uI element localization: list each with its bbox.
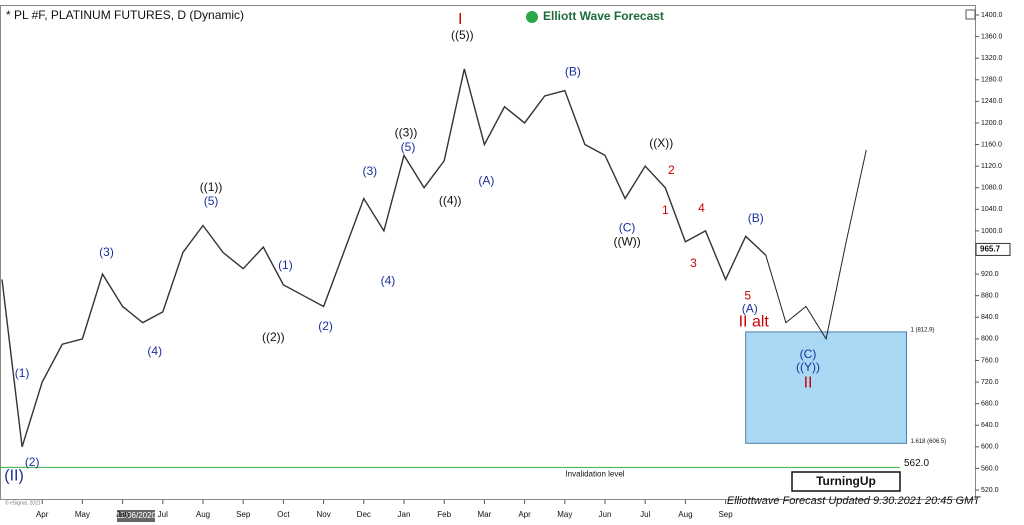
wave-label: (A) xyxy=(478,173,494,187)
y-tick-label: 880.0 xyxy=(981,293,999,300)
wave-label: (2) xyxy=(25,455,40,469)
logo-icon xyxy=(526,11,538,23)
wave-label: (A) xyxy=(742,301,758,315)
price-line xyxy=(765,149,867,341)
x-tick-label: Aug xyxy=(196,510,210,519)
wave-label: (5) xyxy=(204,194,219,208)
wave-label: ((4)) xyxy=(439,193,462,207)
chart-title: * PL #F, PLATINUM FUTURES, D (Dynamic) xyxy=(6,8,244,22)
wave-label: ((X)) xyxy=(649,136,673,150)
invalidation-label: Invalidation level xyxy=(565,469,624,478)
y-tick-label: 1400.0 xyxy=(981,12,1003,19)
x-tick-label: Oct xyxy=(277,510,290,519)
footer: Elliottwave Forecast Updated 9.30.2021 2… xyxy=(727,495,981,507)
y-tick-label: 1040.0 xyxy=(981,206,1003,213)
last-price: 965.7 xyxy=(980,245,1001,254)
badge: TurningUp xyxy=(816,474,876,488)
wave-label: (C) xyxy=(800,347,817,361)
x-tick-label: May xyxy=(75,510,90,519)
wave-label: (1) xyxy=(278,258,293,272)
y-tick-label: 640.0 xyxy=(981,422,999,429)
wave-label: (4) xyxy=(381,273,396,287)
target-box xyxy=(745,331,908,444)
wave-label: II xyxy=(804,374,813,391)
wave-label: (1) xyxy=(15,366,30,380)
y-tick-label: 1320.0 xyxy=(981,55,1003,62)
wave-label: (3) xyxy=(362,164,377,178)
y-tick-label: 560.0 xyxy=(981,465,999,472)
copyright: © eSignal, 2021 xyxy=(5,499,41,506)
y-tick-label: 720.0 xyxy=(981,379,999,386)
cursor-date-box xyxy=(117,510,155,522)
wave-label: (5) xyxy=(401,140,416,154)
x-tick-label: Jun xyxy=(599,510,612,519)
y-tick-label: 1280.0 xyxy=(981,77,1003,84)
y-tick-label: 760.0 xyxy=(981,357,999,364)
y-tick-label: 1000.0 xyxy=(981,228,1003,235)
wave-label: ((Y)) xyxy=(796,360,820,374)
x-tick-label: Jul xyxy=(158,510,168,519)
wave-label: (B) xyxy=(565,64,581,78)
wave-label: (II) xyxy=(4,468,24,485)
y-tick-label: 1200.0 xyxy=(981,120,1003,127)
wave-label: I xyxy=(458,11,462,28)
wave-label: 2 xyxy=(668,163,675,177)
wave-label: (C) xyxy=(619,220,636,234)
x-tick-label: Apr xyxy=(36,510,49,519)
cursor-date: 12/06/2020 xyxy=(116,511,157,520)
y-tick-label: 600.0 xyxy=(981,444,999,451)
x-tick-label: Apr xyxy=(518,510,531,519)
wave-label: 3 xyxy=(690,256,697,270)
y-tick-label: 840.0 xyxy=(981,314,999,321)
wave-label: ((3)) xyxy=(395,125,418,139)
x-tick-label: Jul xyxy=(640,510,650,519)
x-tick-label: Sep xyxy=(236,510,251,519)
wave-label: ((1)) xyxy=(200,180,223,194)
badge-box xyxy=(791,471,901,492)
y-tick-label: 800.0 xyxy=(981,336,999,343)
wave-label: ((5)) xyxy=(451,28,474,42)
wave-label: 5 xyxy=(744,288,751,302)
price-line xyxy=(1,68,767,448)
x-tick-label: Dec xyxy=(357,510,371,519)
y-tick-label: 1240.0 xyxy=(981,98,1003,105)
last-price-box xyxy=(975,242,1011,256)
wave-label: 4 xyxy=(698,201,705,215)
wave-label: ((2)) xyxy=(262,330,285,344)
wave-label: (4) xyxy=(147,344,162,358)
x-tick-label: Jan xyxy=(398,510,411,519)
target-top-label: 1 (812.9) xyxy=(911,327,935,333)
brand: Elliott Wave Forecast xyxy=(543,9,664,23)
y-tick-label: 920.0 xyxy=(981,271,999,278)
y-tick-label: 680.0 xyxy=(981,400,999,407)
wave-label: (2) xyxy=(318,319,333,333)
x-tick-label: Mar xyxy=(478,510,492,519)
x-tick-label: May xyxy=(557,510,572,519)
y-tick-label: 1360.0 xyxy=(981,33,1003,40)
invalidation-value: 562.0 xyxy=(904,458,929,469)
y-tick-label: 1120.0 xyxy=(981,163,1002,170)
wave-label: ((W)) xyxy=(613,234,640,248)
target-bottom-label: 1.618 (606.5) xyxy=(911,439,947,445)
y-tick-label: 1080.0 xyxy=(981,185,1003,192)
y-tick-label: 1160.0 xyxy=(981,141,1002,148)
wave-label: 1 xyxy=(662,203,669,217)
wave-label: II alt xyxy=(739,313,770,330)
x-tick-label: Feb xyxy=(437,510,451,519)
x-tick-label: Sep xyxy=(718,510,733,519)
wave-label: (3) xyxy=(99,245,114,259)
wave-label: (B) xyxy=(748,211,764,225)
x-tick-label: Aug xyxy=(678,510,692,519)
y-tick-label: 520.0 xyxy=(981,487,999,494)
x-tick-label: Jun xyxy=(116,510,129,519)
x-tick-label: Nov xyxy=(316,510,330,519)
